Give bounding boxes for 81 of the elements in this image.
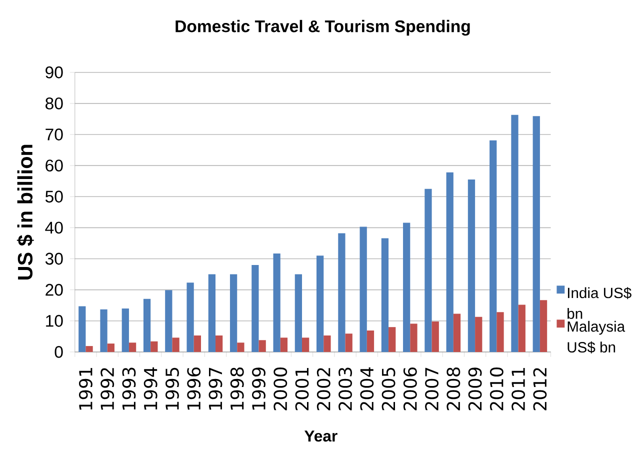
x-tick-label: 2005 — [382, 368, 396, 410]
x-tick-label: 2009 — [468, 368, 482, 410]
x-axis-title: Year — [304, 430, 338, 442]
x-tick-label: 1996 — [187, 367, 201, 410]
x-tick-label: 1991 — [78, 368, 92, 410]
bar — [280, 338, 288, 352]
y-tick-label: 70 — [46, 128, 63, 140]
bar — [78, 306, 86, 352]
y-tick-label: 90 — [46, 66, 63, 78]
x-tick-label: 2003 — [338, 368, 352, 410]
bar — [410, 324, 418, 352]
bar — [302, 338, 310, 352]
x-tick-label: 2007 — [425, 368, 439, 410]
x-tick-label: 1992 — [100, 368, 114, 410]
bar — [475, 316, 482, 352]
chart-title: Domestic Travel & Tourism Spending — [176, 20, 470, 36]
x-tick-label: 2012 — [533, 368, 547, 410]
bar — [540, 300, 548, 352]
bar — [143, 298, 151, 352]
bar — [230, 274, 238, 352]
x-tick-label: 2010 — [490, 368, 504, 410]
bar — [107, 344, 114, 352]
y-tick-label: 40 — [45, 222, 63, 234]
bar — [345, 334, 352, 352]
x-tick-label: 2001 — [295, 368, 309, 410]
bar — [208, 274, 216, 352]
bar — [215, 335, 223, 352]
bar — [122, 308, 129, 352]
bar — [490, 140, 497, 352]
bar — [532, 116, 540, 352]
bar — [316, 256, 324, 352]
bar — [86, 346, 93, 352]
legend-label: India US$ bn — [568, 287, 632, 319]
x-tick-label: 1997 — [208, 368, 222, 410]
y-tick-label: 30 — [45, 252, 63, 265]
x-tick-label: 1999 — [252, 368, 266, 410]
bar — [186, 282, 194, 352]
bar — [424, 188, 432, 352]
x-tick-label: 2002 — [316, 368, 330, 410]
bar — [403, 222, 410, 352]
x-tick-label: 1998 — [230, 368, 244, 410]
bar — [294, 274, 302, 352]
bar — [252, 264, 259, 352]
bar — [468, 180, 476, 352]
x-tick-label: 1994 — [144, 367, 158, 410]
bar — [172, 338, 180, 352]
bar — [338, 233, 346, 352]
bar — [273, 253, 280, 352]
x-tick-label: 2006 — [403, 367, 417, 410]
x-tick-label: 2000 — [274, 368, 288, 410]
y-tick-label: 50 — [45, 190, 63, 203]
bar — [100, 309, 108, 352]
bar — [518, 304, 526, 352]
y-axis-title: US $ in billion — [16, 144, 34, 280]
legend-label: Malaysia US$ bn — [568, 320, 626, 354]
y-tick-label: 20 — [46, 284, 63, 296]
bar — [388, 327, 396, 352]
bar — [237, 342, 244, 352]
bar — [366, 330, 374, 352]
y-tick-label: 80 — [46, 97, 63, 110]
bar — [194, 335, 201, 352]
x-tick-label: 2004 — [360, 367, 374, 410]
bar — [432, 321, 439, 352]
x-tick-label: 2011 — [512, 368, 526, 410]
bar — [453, 314, 461, 352]
x-tick-label: 2008 — [446, 368, 460, 410]
bar — [446, 172, 454, 352]
y-tick-label: 60 — [46, 160, 63, 172]
bar — [360, 226, 367, 352]
bar — [165, 290, 172, 352]
y-tick-label: 10 — [46, 314, 63, 327]
x-tick-label: 1993 — [122, 368, 136, 410]
bar — [258, 340, 266, 352]
bar — [324, 335, 331, 352]
y-tick-label: 0 — [54, 346, 63, 358]
x-tick-label: 1995 — [166, 368, 179, 410]
bar — [496, 312, 504, 352]
bar — [150, 341, 158, 352]
bar — [381, 238, 389, 352]
bar — [128, 342, 136, 352]
bar — [511, 114, 518, 352]
